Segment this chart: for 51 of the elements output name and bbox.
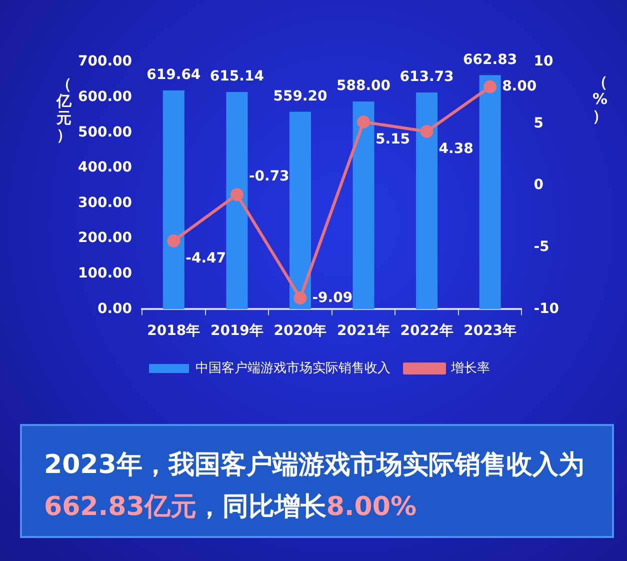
bar bbox=[416, 92, 438, 310]
point bbox=[357, 115, 370, 128]
data-label: 615.14 bbox=[210, 68, 264, 85]
x-tick-label: 2022年 bbox=[400, 323, 454, 340]
point bbox=[484, 80, 497, 94]
y-tick-label: 600.00 bbox=[78, 88, 132, 105]
y-tick-label: 700.00 bbox=[78, 54, 132, 70]
x-tick-label: 2019年 bbox=[210, 323, 264, 340]
x-tick-label: 2023年 bbox=[464, 323, 517, 340]
point bbox=[420, 124, 434, 138]
x-tick-label: 2020年 bbox=[274, 323, 327, 340]
y-tick-label: 0.00 bbox=[97, 300, 132, 317]
data-label: 4.38 bbox=[438, 141, 474, 158]
data-label: 588.00 bbox=[336, 78, 391, 94]
text: 8.00% bbox=[326, 492, 417, 522]
y2-tick-label: 5 bbox=[534, 115, 544, 132]
x-tick-label: 2021年 bbox=[337, 323, 390, 340]
data-label: 619.64 bbox=[146, 67, 201, 84]
y-tick-label: 400.00 bbox=[78, 160, 132, 176]
text: 2023年，我国客户端游戏市场实际销售收入为 bbox=[44, 450, 584, 480]
data-label: 662.83 bbox=[463, 52, 518, 68]
point bbox=[230, 188, 244, 202]
x-tick-label: 2018年 bbox=[147, 323, 200, 340]
data-label: -4.47 bbox=[186, 250, 226, 266]
data-label: -0.73 bbox=[248, 168, 290, 184]
text: ，同比增长 bbox=[196, 492, 326, 522]
y-tick-label: 300.00 bbox=[78, 194, 132, 211]
y-axis-title: （亿元） bbox=[56, 75, 72, 144]
data-label: 613.73 bbox=[400, 69, 454, 86]
y-tick-label: 500.00 bbox=[78, 124, 132, 140]
bar bbox=[352, 102, 374, 310]
y2-tick-label: -5 bbox=[534, 239, 550, 256]
bar bbox=[289, 112, 311, 310]
legend-label: 增长率 bbox=[450, 360, 490, 376]
y2-axis-title: （%） bbox=[592, 73, 608, 125]
y-tick-label: 100.00 bbox=[78, 266, 132, 282]
data-label: 5.15 bbox=[376, 132, 410, 148]
data-label: -9.09 bbox=[312, 290, 353, 306]
text: 662.83亿元 bbox=[44, 492, 196, 522]
y-tick-label: 200.00 bbox=[78, 230, 132, 246]
y2-tick-label: -10 bbox=[534, 300, 560, 317]
bar bbox=[479, 75, 501, 310]
bar bbox=[226, 92, 248, 310]
point bbox=[294, 291, 307, 304]
y2-tick-label: 10 bbox=[534, 54, 554, 70]
data-label: 8.00 bbox=[502, 78, 537, 94]
bar bbox=[162, 90, 184, 310]
point bbox=[167, 234, 180, 248]
legend-label: 中国客户端游戏市场实际销售收入 bbox=[196, 360, 390, 376]
y2-tick-label: 0 bbox=[534, 177, 544, 194]
data-label: 559.20 bbox=[273, 88, 328, 104]
